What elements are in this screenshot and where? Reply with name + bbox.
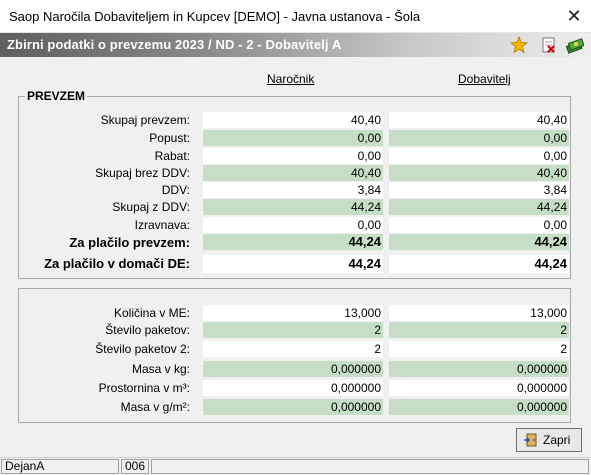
dobavitelj-value: 0,00 bbox=[389, 130, 569, 146]
quantities-panel: Količina v ME: 13,000 13,000 Število pak… bbox=[18, 288, 571, 423]
narocnik-value: 0,00 bbox=[203, 217, 383, 233]
narocnik-value: 13,000 bbox=[203, 305, 383, 321]
money-icon[interactable] bbox=[566, 36, 584, 54]
narocnik-value: 40,40 bbox=[203, 112, 383, 128]
row-label: Število paketov: bbox=[105, 323, 190, 337]
dobavitelj-value: 44,24 bbox=[389, 255, 569, 273]
narocnik-value: 44,24 bbox=[203, 234, 383, 250]
dobavitelj-value: 0,00 bbox=[389, 217, 569, 233]
window-titlebar: Saop Naročila Dobaviteljem in Kupcev [DE… bbox=[0, 0, 591, 33]
exit-door-icon bbox=[524, 433, 537, 447]
row-label: Skupaj brez DDV: bbox=[95, 166, 190, 180]
narocnik-value: 0,000000 bbox=[203, 380, 383, 396]
row-label: Za plačilo v domači DE: bbox=[44, 256, 190, 271]
row-label: Količina v ME: bbox=[113, 306, 190, 320]
narocnik-value: 0,00 bbox=[203, 148, 383, 164]
narocnik-value: 44,24 bbox=[203, 199, 383, 215]
close-button-label: Zapri bbox=[543, 433, 571, 447]
close-icon[interactable]: ✕ bbox=[566, 6, 582, 26]
dialog-header: Zbirni podatki o prevzemu 2023 / ND - 2 … bbox=[0, 33, 591, 57]
narocnik-value: 40,40 bbox=[203, 165, 383, 181]
prevzem-panel: PREVZEM Skupaj prevzem: 40,40 40,40 Popu… bbox=[18, 89, 572, 279]
dobavitelj-value: 40,40 bbox=[389, 112, 569, 128]
prevzem-row-skupaj-z-ddv: Skupaj z DDV: 44,24 44,24 bbox=[19, 199, 572, 215]
dobavitelj-value: 44,24 bbox=[389, 199, 569, 215]
row-label: Rabat: bbox=[154, 149, 190, 163]
status-empty-panel bbox=[151, 459, 589, 474]
prevzem-row-popust: Popust: 0,00 0,00 bbox=[19, 130, 572, 146]
qty-row-stevilo-paketov-2: Število paketov 2: 2 2 bbox=[19, 341, 572, 357]
dobavitelj-value: 0,00 bbox=[389, 148, 569, 164]
prevzem-row-za-placilo: Za plačilo prevzem: 44,24 44,24 bbox=[19, 234, 572, 250]
status-code: 006 bbox=[121, 459, 149, 474]
narocnik-value: 2 bbox=[203, 322, 383, 338]
qty-row-masa-gm: Masa v g/m²: 0,000000 0,000000 bbox=[19, 399, 572, 415]
column-header-dobavitelj: Dobavitelj bbox=[458, 72, 511, 86]
row-label: Število paketov 2: bbox=[95, 342, 190, 356]
dobavitelj-value: 44,24 bbox=[389, 234, 569, 250]
row-label: Skupaj z DDV: bbox=[112, 200, 190, 214]
row-label: DDV: bbox=[161, 183, 190, 197]
narocnik-value: 2 bbox=[203, 341, 383, 357]
close-button[interactable]: Zapri bbox=[516, 428, 582, 452]
dobavitelj-value: 0,000000 bbox=[389, 399, 569, 415]
prevzem-row-skupaj-brez-ddv: Skupaj brez DDV: 40,40 40,40 bbox=[19, 165, 572, 181]
prevzem-row-rabat: Rabat: 0,00 0,00 bbox=[19, 148, 572, 164]
dobavitelj-value: 0,000000 bbox=[389, 380, 569, 396]
row-label: Prostornina v m³: bbox=[98, 381, 190, 395]
dialog-title: Zbirni podatki o prevzemu 2023 / ND - 2 … bbox=[7, 37, 342, 52]
prevzem-row-izravnava: Izravnava: 0,00 0,00 bbox=[19, 217, 572, 233]
dobavitelj-value: 40,40 bbox=[389, 165, 569, 181]
qty-row-prostornina: Prostornina v m³: 0,000000 0,000000 bbox=[19, 380, 572, 396]
narocnik-value: 0,000000 bbox=[203, 399, 383, 415]
dobavitelj-value: 13,000 bbox=[389, 305, 569, 321]
narocnik-value: 3,84 bbox=[203, 182, 383, 198]
status-bar: DejanA 006 bbox=[0, 457, 591, 475]
prevzem-row-za-placilo-domaci: Za plačilo v domači DE: 44,24 44,24 bbox=[19, 255, 572, 273]
column-header-narocnik: Naročnik bbox=[267, 72, 315, 86]
narocnik-value: 0,000000 bbox=[203, 361, 383, 377]
qty-row-masa-kg: Masa v kg: 0,000000 0,000000 bbox=[19, 361, 572, 377]
dobavitelj-value: 2 bbox=[389, 322, 569, 338]
status-user: DejanA bbox=[1, 459, 119, 474]
dobavitelj-value: 2 bbox=[389, 341, 569, 357]
prevzem-panel-title: PREVZEM bbox=[25, 89, 88, 103]
qty-row-stevilo-paketov: Število paketov: 2 2 bbox=[19, 322, 572, 338]
qty-row-kolicina: Količina v ME: 13,000 13,000 bbox=[19, 305, 572, 321]
row-label: Popust: bbox=[149, 131, 190, 145]
dobavitelj-value: 0,000000 bbox=[389, 361, 569, 377]
row-label: Za plačilo prevzem: bbox=[69, 235, 190, 250]
prevzem-row-ddv: DDV: 3,84 3,84 bbox=[19, 182, 572, 198]
row-label: Masa v kg: bbox=[131, 362, 190, 376]
narocnik-value: 0,00 bbox=[203, 130, 383, 146]
row-label: Izravnava: bbox=[134, 218, 190, 232]
row-label: Skupaj prevzem: bbox=[100, 113, 190, 127]
delete-document-icon[interactable] bbox=[540, 36, 558, 54]
narocnik-value: 44,24 bbox=[203, 255, 383, 273]
dobavitelj-value: 3,84 bbox=[389, 182, 569, 198]
star-icon[interactable] bbox=[510, 36, 528, 54]
prevzem-row-skupaj: Skupaj prevzem: 40,40 40,40 bbox=[19, 112, 572, 128]
row-label: Masa v g/m²: bbox=[120, 400, 190, 414]
window-title: Saop Naročila Dobaviteljem in Kupcev [DE… bbox=[9, 9, 421, 24]
